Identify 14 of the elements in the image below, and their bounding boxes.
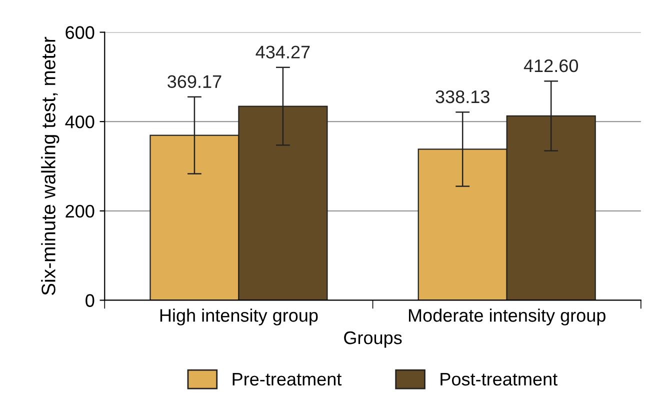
data-label: 369.17 — [168, 75, 222, 88]
y-tick-label: 0 — [86, 294, 94, 307]
legend-label: Pre-treatment — [232, 373, 342, 386]
data-label: 338.13 — [436, 90, 490, 104]
legend-label: Post-treatment — [440, 373, 558, 386]
y-axis-title: Six-minute walking test, meter — [41, 36, 60, 296]
y-tick-label: 400 — [65, 116, 94, 128]
data-label: 434.27 — [256, 46, 310, 58]
y-tick-label: 600 — [66, 26, 94, 39]
y-tick-label: 200 — [66, 204, 94, 218]
x-tick-label: Moderate intensity group — [408, 308, 606, 326]
x-tick-label: High intensity group — [160, 308, 318, 326]
x-axis-title: Groups — [344, 331, 402, 348]
data-label: 412.60 — [524, 59, 578, 72]
